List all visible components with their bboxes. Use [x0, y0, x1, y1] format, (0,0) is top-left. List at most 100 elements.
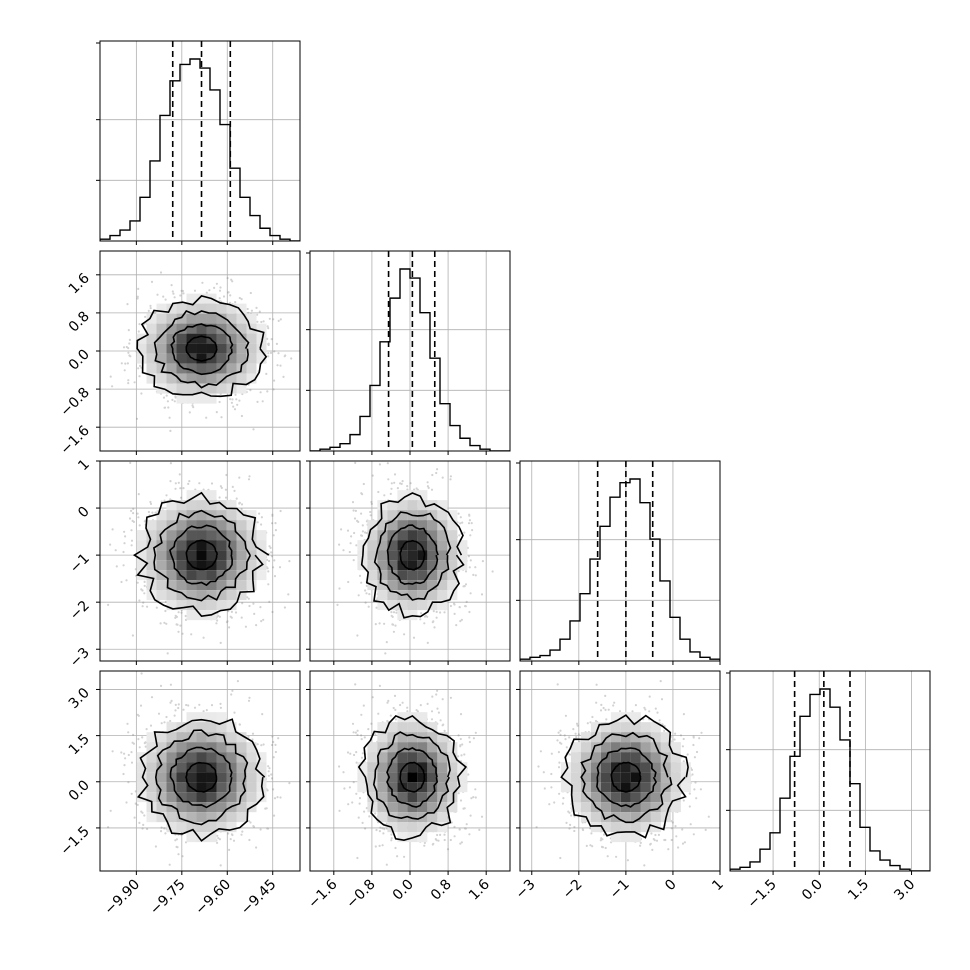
- density-cell: [226, 540, 237, 551]
- density-cell: [226, 323, 237, 334]
- density-cell: [437, 782, 448, 793]
- density-cell: [407, 530, 418, 541]
- density-cell: [256, 353, 267, 364]
- y-tick-label: −1.6: [57, 423, 92, 458]
- density-cell: [216, 762, 227, 773]
- density-cell: [397, 822, 408, 833]
- density-cell: [397, 540, 408, 551]
- density-cell: [407, 550, 418, 561]
- histogram-step-2: [520, 478, 720, 661]
- density-cell: [367, 560, 378, 571]
- density-cell: [437, 600, 448, 611]
- density-cell: [377, 500, 388, 511]
- panel-3-3: [726, 670, 931, 875]
- density-cell: [176, 742, 187, 753]
- density-cell: [377, 762, 388, 773]
- contour-level-0: [185, 761, 218, 793]
- density-cell: [600, 802, 611, 813]
- density-cell: [437, 580, 448, 591]
- density-cell: [407, 540, 418, 551]
- density-cell: [650, 782, 661, 793]
- density-cell: [447, 560, 458, 571]
- density-cell: [630, 732, 641, 743]
- density-cell: [196, 822, 207, 833]
- density-cell: [610, 742, 621, 753]
- density-cell: [176, 333, 187, 344]
- density-cell: [427, 812, 438, 823]
- density-cell: [256, 772, 267, 783]
- x-tick-label: −1: [607, 877, 633, 903]
- density-cell: [397, 510, 408, 521]
- density-cell: [146, 550, 157, 561]
- density-cell: [176, 500, 187, 511]
- density-cell: [377, 540, 388, 551]
- density-cell: [417, 530, 428, 541]
- density-cell: [580, 762, 591, 773]
- contour-level-2: [580, 731, 673, 824]
- density-cell: [166, 530, 177, 541]
- density-cell: [246, 510, 257, 521]
- density-cell: [206, 722, 217, 733]
- density-cell: [650, 732, 661, 743]
- density-cell: [186, 732, 197, 743]
- density-cell: [206, 570, 217, 581]
- density-cell: [620, 772, 631, 783]
- x-tick-label: −9.90: [102, 877, 144, 919]
- density-cell: [206, 373, 217, 384]
- density-cell: [417, 742, 428, 753]
- density-cell: [236, 742, 247, 753]
- density-cell: [560, 782, 571, 793]
- density-cell: [377, 560, 388, 571]
- density-cell: [146, 530, 157, 541]
- density-cell: [196, 490, 207, 501]
- density-cell: [387, 752, 398, 763]
- density-cell: [196, 333, 207, 344]
- density-cell: [186, 772, 197, 783]
- density-cell: [437, 802, 448, 813]
- density-cell: [156, 343, 167, 354]
- density-cell: [427, 752, 438, 763]
- contour-level-2: [153, 310, 250, 389]
- density-cell: [427, 762, 438, 773]
- density-cell: [176, 772, 187, 783]
- density-cell: [226, 510, 237, 521]
- density-cell: [246, 333, 257, 344]
- density-cell: [630, 812, 641, 823]
- density-cell: [236, 580, 247, 591]
- density-cell: [407, 812, 418, 823]
- density-cell: [206, 363, 217, 374]
- density-cell: [407, 772, 418, 783]
- density-cell: [427, 772, 438, 783]
- density-cell: [166, 812, 177, 823]
- density-cell: [377, 570, 388, 581]
- density-cell: [156, 363, 167, 374]
- density-cell: [630, 742, 641, 753]
- density-cell: [136, 772, 147, 783]
- density-cell: [206, 343, 217, 354]
- density-cell: [680, 782, 691, 793]
- density-cell: [136, 560, 147, 571]
- density-cell: [156, 752, 167, 763]
- density-cell: [387, 600, 398, 611]
- contour-level-3: [360, 492, 465, 619]
- density-cell: [417, 762, 428, 773]
- density-cell: [447, 580, 458, 591]
- density-cell: [186, 832, 197, 843]
- density-cell: [156, 782, 167, 793]
- density-cell: [570, 802, 581, 813]
- density-cell: [560, 772, 571, 783]
- density-cell: [176, 313, 187, 324]
- density-cell: [146, 762, 157, 773]
- density-cell: [387, 580, 398, 591]
- density-cell: [437, 742, 448, 753]
- panel-content: [100, 671, 300, 871]
- density-cell: [610, 822, 621, 833]
- density-cell: [196, 313, 207, 324]
- density-cell: [457, 762, 468, 773]
- density-cell: [447, 742, 458, 753]
- density-cell: [206, 500, 217, 511]
- density-cell: [367, 792, 378, 803]
- density-cell: [196, 363, 207, 374]
- density-cell: [166, 792, 177, 803]
